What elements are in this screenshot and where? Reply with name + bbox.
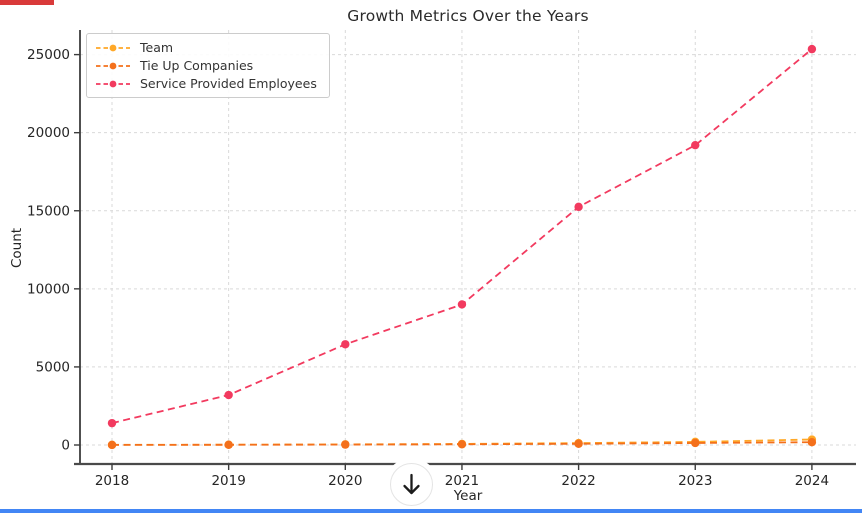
top-left-accent-bar (0, 0, 54, 5)
legend-item: Service Provided Employees (95, 76, 317, 91)
series-point (807, 437, 817, 447)
series-point (107, 440, 117, 450)
series-point (457, 440, 467, 449)
series-point (457, 300, 467, 309)
y-tick-label: 20000 (27, 125, 70, 141)
series-point (341, 340, 350, 349)
series-point (807, 44, 817, 54)
chart-title: Growth Metrics Over the Years (347, 7, 589, 25)
x-tick-label: 2020 (328, 473, 362, 489)
legend-label: Service Provided Employees (140, 76, 317, 91)
y-tick-label: 10000 (27, 281, 70, 297)
series-point (574, 202, 583, 212)
y-tick-label: 5000 (36, 359, 70, 375)
y-tick-label: 25000 (27, 47, 70, 63)
x-tick-label: 2022 (561, 473, 595, 489)
down-arrow-icon (403, 473, 420, 495)
bottom-accent-bar (0, 509, 862, 513)
scroll-down-button[interactable] (390, 463, 433, 506)
legend-marker-icon (96, 44, 130, 51)
x-tick-label: 2024 (795, 473, 829, 489)
y-axis-label: Count (9, 227, 25, 269)
legend-label: Tie Up Companies (140, 58, 254, 73)
series-point (341, 440, 350, 449)
series-point (691, 438, 700, 448)
y-tick-label: 15000 (27, 203, 70, 219)
x-tick-label: 2019 (211, 473, 245, 489)
series-point (691, 140, 700, 150)
x-tick-label: 2023 (678, 473, 712, 489)
x-axis-label: Year (453, 488, 483, 504)
series-point (224, 440, 233, 450)
series-point (107, 418, 117, 428)
chart-legend: Team Tie Up Companies Service Provided Emp… (86, 33, 330, 98)
x-tick-label: 2021 (445, 473, 479, 489)
legend-item: Tie Up Companies (95, 58, 317, 73)
legend-label: Team (140, 40, 174, 55)
legend-item: Team (95, 40, 317, 55)
x-tick-label: 2018 (95, 473, 129, 489)
series-point (574, 439, 583, 448)
legend-marker-icon (96, 80, 130, 87)
series-point (224, 390, 233, 400)
y-tick-label: 0 (61, 438, 70, 454)
legend-marker-icon (96, 62, 130, 69)
